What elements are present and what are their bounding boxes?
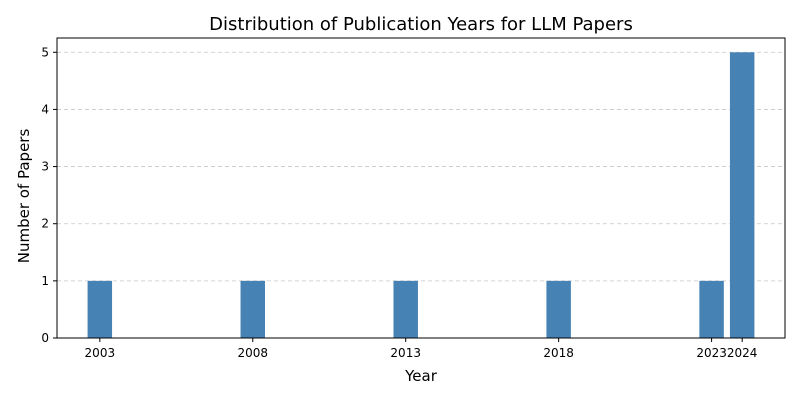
bar-2013 (393, 280, 418, 338)
chart-title: Distribution of Publication Years for LL… (209, 14, 633, 35)
bars (87, 52, 755, 339)
y-axis-label: Number of Papers (15, 129, 33, 264)
x-tick-label: 2008 (237, 346, 268, 360)
bar-2023 (699, 280, 724, 338)
x-axis-label: Year (404, 367, 438, 385)
y-axis-ticks: 0 1 2 3 4 5 (41, 45, 57, 345)
x-tick-label: 2018 (543, 346, 574, 360)
plot-frame (56, 37, 786, 339)
x-axis-ticks: 2003 2008 2013 2018 2023 2024 (85, 338, 758, 360)
x-tick-label: 2003 (85, 346, 116, 360)
y-tick-label: 4 (41, 102, 49, 116)
y-tick-label: 1 (41, 274, 49, 288)
y-tick-label: 5 (41, 45, 49, 59)
bar-2024 (729, 52, 755, 339)
gridlines (57, 51, 785, 339)
y-tick-label: 2 (41, 217, 49, 231)
bar-2018 (546, 280, 571, 338)
x-tick-label: 2023 (696, 346, 727, 360)
x-tick-label: 2024 (727, 346, 758, 360)
x-tick-label: 2013 (390, 346, 421, 360)
bar-2008 (240, 280, 265, 338)
y-tick-label: 0 (41, 331, 49, 345)
bar-2003 (87, 280, 113, 338)
y-tick-label: 3 (41, 160, 49, 174)
